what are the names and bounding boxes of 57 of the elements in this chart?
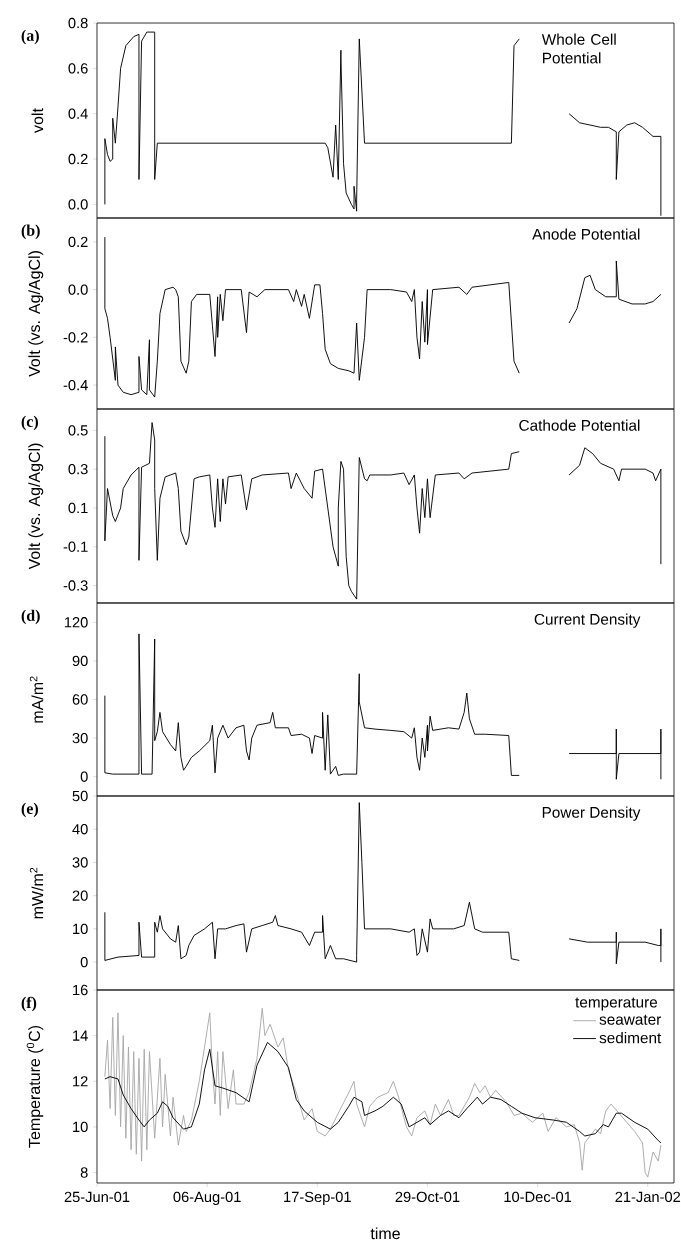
- text: (d): [21, 609, 40, 625]
- text: Power Density: [542, 806, 641, 821]
- y-tick-label: 30: [72, 857, 88, 868]
- y-tick-label: 90: [72, 655, 88, 667]
- text: (b): [21, 224, 40, 240]
- legend-label: sediment: [599, 1032, 662, 1044]
- y-tick-label: 0.3: [68, 463, 88, 475]
- y-tick-label: 0.1: [68, 502, 88, 514]
- y-tick-label: 8: [80, 1167, 88, 1178]
- legend-title: temperature: [575, 997, 658, 1011]
- y-tick-label: -0.2: [63, 332, 88, 343]
- y-axis-title: mW/m$^{2}$: [29, 867, 44, 919]
- y-tick-label: 0: [80, 771, 88, 782]
- x-axis-title: time: [370, 1227, 400, 1240]
- y-tick-label: 0: [80, 956, 88, 968]
- y-tick-label: 30: [72, 732, 88, 744]
- y-tick-label: 0.5: [68, 425, 88, 436]
- y-tick-label: 0.2: [68, 236, 88, 248]
- text: (a): [21, 29, 39, 45]
- y-tick-label: 14: [73, 1030, 88, 1041]
- x-tick-label: 06-Aug-01: [173, 1191, 241, 1205]
- y-tick-label: -0.3: [63, 580, 88, 591]
- x-tick-label: 29-Oct-01: [395, 1191, 460, 1203]
- x-tick-label: 10-Dec-01: [504, 1191, 572, 1203]
- y-tick-label: 10: [73, 1121, 88, 1133]
- y-tick-label: 0.4: [68, 108, 88, 119]
- text: Anode Potential: [532, 228, 640, 240]
- y-tick-label: 0.0: [68, 284, 88, 295]
- y-axis-title: Volt (vs. Ag/AgCl): [28, 443, 44, 570]
- y-tick-label: 50: [72, 790, 88, 802]
- legend-label: seawater: [599, 1014, 662, 1025]
- text: (f): [21, 996, 37, 1012]
- y-axis-title: Temperature ($^{0}$C): [26, 1025, 44, 1148]
- text: Cathode Potential: [519, 419, 640, 431]
- y-tick-label: 0.0: [68, 199, 88, 210]
- x-tick-label: 21-Jan-02: [615, 1191, 681, 1203]
- y-tick-label: -0.1: [63, 541, 88, 552]
- y-tick-label: 40: [72, 824, 88, 835]
- y-tick-label: 0.6: [68, 63, 88, 74]
- y-tick-label: 120: [64, 617, 88, 628]
- y-tick-label: 10: [73, 923, 88, 935]
- y-axis-title: Volt (vs. Ag/AgCl): [28, 251, 44, 377]
- text: (c): [21, 415, 38, 431]
- y-tick-label: 0.2: [68, 153, 88, 165]
- y-tick-label: 0.8: [68, 17, 88, 29]
- y-tick-label: 16: [73, 984, 88, 996]
- y-tick-label: -0.4: [63, 379, 88, 391]
- y-axis-title: mA/m$^{2}$: [29, 676, 44, 723]
- text: Current Density: [534, 613, 641, 628]
- y-tick-label: 12: [73, 1076, 88, 1087]
- y-axis-title: volt: [31, 108, 44, 133]
- text: (e): [21, 802, 38, 818]
- y-tick-label: 20: [72, 890, 88, 901]
- y-tick-label: 60: [72, 694, 88, 705]
- x-tick-label: 25-Jun-01: [64, 1191, 130, 1203]
- x-tick-label: 17-Sep-01: [284, 1191, 351, 1205]
- text: Whole Cell Potential: [541, 33, 616, 64]
